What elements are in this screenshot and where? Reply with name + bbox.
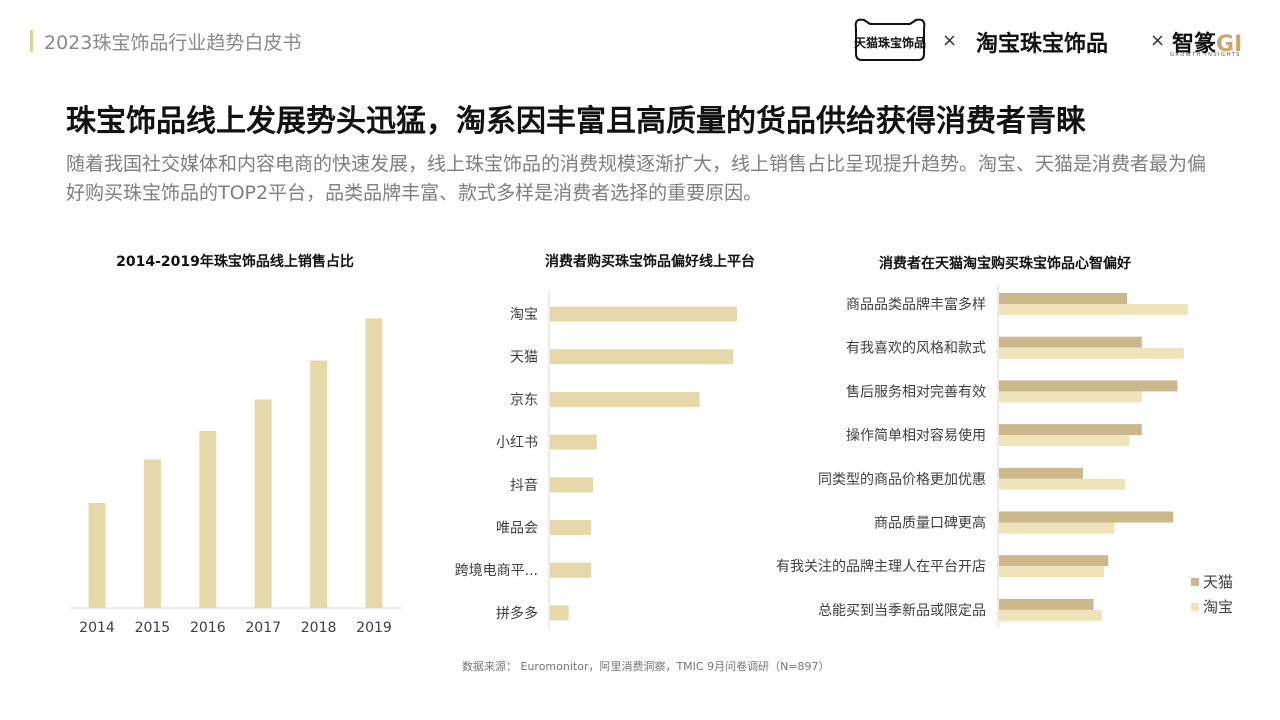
chart2-y-tick-label: 跨境电商平... xyxy=(455,563,538,579)
logo-gi-subtitle: GROWTH INSIGHTS xyxy=(1170,52,1241,58)
chart3-legend-swatch xyxy=(1191,578,1199,586)
chart1-bar xyxy=(143,459,161,608)
separator-x-1: × xyxy=(942,30,958,51)
chart1-x-tick-label: 2015 xyxy=(135,620,171,636)
chart3-bar-taobao xyxy=(999,478,1125,490)
chart1-x-tick-label: 2014 xyxy=(79,620,115,636)
chart2-bar xyxy=(550,562,592,578)
chart3-bar-tmall xyxy=(999,336,1142,348)
logo-gi-letters: GI xyxy=(1216,32,1243,57)
chart2-y-tick-label: 小红书 xyxy=(496,435,538,451)
chart3-bar-taobao xyxy=(999,347,1184,359)
chart1-x-tick-label: 2017 xyxy=(245,620,281,636)
chart3-legend-swatch xyxy=(1191,603,1199,611)
chart3-y-tick-label: 商品质量口碑更高 xyxy=(874,515,986,532)
chart1-bar xyxy=(254,399,272,608)
chart2-bar xyxy=(550,520,592,535)
chart3-bar-taobao xyxy=(999,522,1115,534)
logo-taobao: 淘宝珠宝饰品 xyxy=(976,32,1109,57)
chart1-x-tick-label: 2019 xyxy=(356,620,392,636)
chart3-bar-tmall xyxy=(999,293,1128,304)
chart3-legend-label: 淘宝 xyxy=(1203,598,1233,616)
chart3-bar-tmall xyxy=(999,598,1094,610)
chart1-bar xyxy=(365,318,383,608)
chart3-y-tick-label: 商品品类品牌丰富多样 xyxy=(846,296,986,313)
page-headline: 珠宝饰品线上发展势头迅猛，淘系因丰富且高质量的货品供给获得消费者青睐 xyxy=(66,104,1086,139)
chart3-bar-tmall xyxy=(999,424,1142,436)
chart3-y-tick-label: 同类型的商品价格更加优惠 xyxy=(818,472,986,488)
chart3-title: 消费者在天猫淘宝购买珠宝饰品心智偏好 xyxy=(879,256,1131,272)
chart3-y-tick-label: 操作简单相对容易使用 xyxy=(846,427,986,444)
chart1-x-tick-label: 2018 xyxy=(301,620,337,636)
separator-x-2: × xyxy=(1150,30,1166,51)
chart3-bar-tmall xyxy=(999,467,1083,479)
chart3-bar-taobao xyxy=(999,566,1104,578)
logo-gi-text: 智篆 xyxy=(1172,32,1217,57)
chart3-bar-taobao xyxy=(999,391,1142,403)
chart2-bar xyxy=(550,434,597,450)
chart1-title: 2014-2019年珠宝饰品线上销售占比 xyxy=(116,254,354,270)
chart2-y-tick-label: 抖音 xyxy=(510,477,538,494)
chart3-bar-tmall xyxy=(999,555,1109,567)
chart3-y-tick-label: 总能买到当季新品或限定品 xyxy=(818,603,986,619)
chart3-bar-tmall xyxy=(999,511,1174,523)
logo-tmall-text: 天猫珠宝饰品 xyxy=(853,36,926,50)
chart2-y-tick-label: 淘宝 xyxy=(510,307,538,323)
chart1-bar xyxy=(310,360,328,608)
chart3-y-tick-label: 售后服务相对完善有效 xyxy=(846,384,986,400)
chart3-y-tick-label: 有我喜欢的风格和款式 xyxy=(846,341,986,357)
chart3-bar-taobao xyxy=(999,609,1102,621)
partner-logos: 天猫珠宝饰品 × 淘宝珠宝饰品 × 智篆GI GROWTH INSIGHTS xyxy=(850,14,1280,64)
chart2-title: 消费者购买珠宝饰品偏好线上平台 xyxy=(545,254,755,270)
chart3-bar-taobao xyxy=(999,435,1130,447)
chart2-bar xyxy=(550,391,700,407)
tmall-cat-logo-icon xyxy=(854,18,926,61)
chart3-legend-label: 天猫 xyxy=(1203,573,1233,591)
chart2-bar xyxy=(550,306,737,322)
chart1-bar xyxy=(88,503,106,608)
chart2-bar xyxy=(550,477,594,493)
chart2-y-tick-label: 唯品会 xyxy=(496,521,538,537)
chart1-x-tick-label: 2016 xyxy=(190,620,226,636)
chart1-bar xyxy=(199,431,217,608)
chart3-bar-tmall xyxy=(999,380,1178,392)
chart2-y-tick-label: 拼多多 xyxy=(496,605,538,622)
chart2-bar xyxy=(550,349,734,365)
accent-bar xyxy=(30,30,33,52)
report-title: 2023珠宝饰品行业趋势白皮书 xyxy=(44,32,302,54)
data-source-note: 数据来源： Euromonitor，阿里消费洞察，TMIC 9月问卷调研（N=8… xyxy=(462,660,830,673)
logo-growth-insights: 智篆GI xyxy=(1172,26,1242,58)
page-subtext: 随着我国社交媒体和内容电商的快速发展，线上珠宝饰品的消费规模逐渐扩大，线上销售占… xyxy=(66,153,1207,204)
chart3-y-tick-label: 有我关注的品牌主理人在平台开店 xyxy=(776,558,986,575)
chart2-y-tick-label: 京东 xyxy=(510,392,538,408)
chart2-bar xyxy=(550,605,569,621)
chart2-y-tick-label: 天猫 xyxy=(510,350,538,366)
chart3-bar-taobao xyxy=(999,304,1188,315)
